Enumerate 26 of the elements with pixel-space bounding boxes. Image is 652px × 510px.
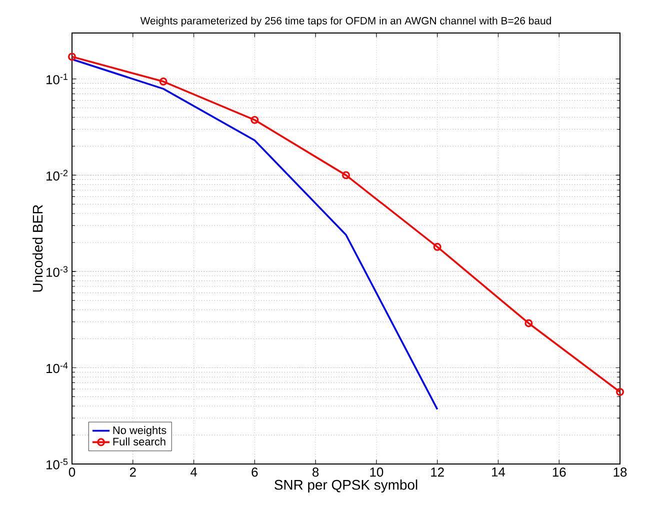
x-tick-label: 8 — [312, 468, 319, 477]
y-tick-label: 10$^{-3}$ — [46, 266, 68, 277]
point — [342, 171, 350, 180]
x-tick-label: 16 — [552, 468, 566, 477]
x-tick-label: 12 — [431, 468, 444, 477]
y-tick-label: 10$^{-1}$ — [46, 74, 68, 84]
chart-title: Weights parameterized by 256 time taps for OFDM in an AWGN channel with B=26 baud — [140, 16, 551, 27]
point — [433, 242, 442, 251]
y-tick-label: 10$^{-5}$ — [46, 458, 68, 470]
legend-label: Full search — [113, 437, 166, 446]
x-tick-label: 18 — [614, 468, 627, 477]
point — [250, 116, 259, 124]
x-tick-label: 6 — [252, 468, 258, 477]
x-tick-label: 4 — [190, 468, 198, 476]
x-tick-label: 2 — [130, 468, 136, 477]
y-tick-label: 10$^{-4}$ — [46, 362, 68, 374]
x-tick-label: 14 — [492, 468, 506, 476]
y-tick-label: 10$^{-2}$ — [46, 170, 68, 181]
y-axis-title: Uncoded BER — [32, 204, 43, 292]
line-series — [72, 58, 438, 410]
legend-label: No weights — [113, 426, 166, 436]
point — [159, 78, 168, 86]
x-axis-title: SNR per QPSK symbol — [274, 480, 418, 493]
x-tick-label: 10 — [370, 468, 384, 477]
x-tick-label: 0 — [68, 468, 76, 477]
point — [524, 319, 533, 328]
